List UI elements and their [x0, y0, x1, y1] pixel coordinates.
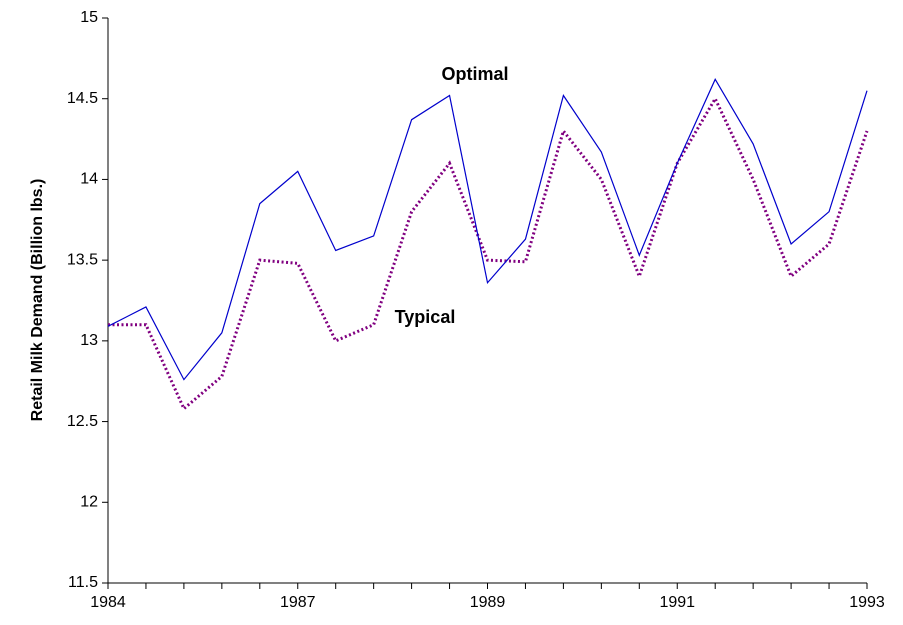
y-tick-label: 13.5 — [67, 251, 98, 268]
series-label: Optimal — [441, 64, 508, 84]
y-tick-label: 12 — [80, 494, 98, 511]
series-line — [107, 78, 868, 381]
y-tick-label: 15 — [80, 9, 98, 26]
series-line — [108, 95, 869, 412]
y-tick-label: 11.5 — [68, 574, 98, 591]
y-tick-label: 14.5 — [67, 90, 98, 107]
y-tick-label: 12.5 — [67, 413, 98, 430]
series-label: Typical — [395, 307, 456, 327]
x-tick-label: 1984 — [90, 594, 126, 611]
x-tick-label: 1993 — [849, 594, 885, 611]
x-tick-label: 1987 — [280, 594, 316, 611]
y-tick-label: 13 — [80, 332, 98, 349]
y-tick-label: 14 — [80, 171, 98, 188]
y-axis-label: Retail Milk Demand (Billion lbs.) — [29, 179, 46, 422]
x-tick-label: 1991 — [659, 594, 695, 611]
x-tick-label: 1989 — [470, 594, 506, 611]
